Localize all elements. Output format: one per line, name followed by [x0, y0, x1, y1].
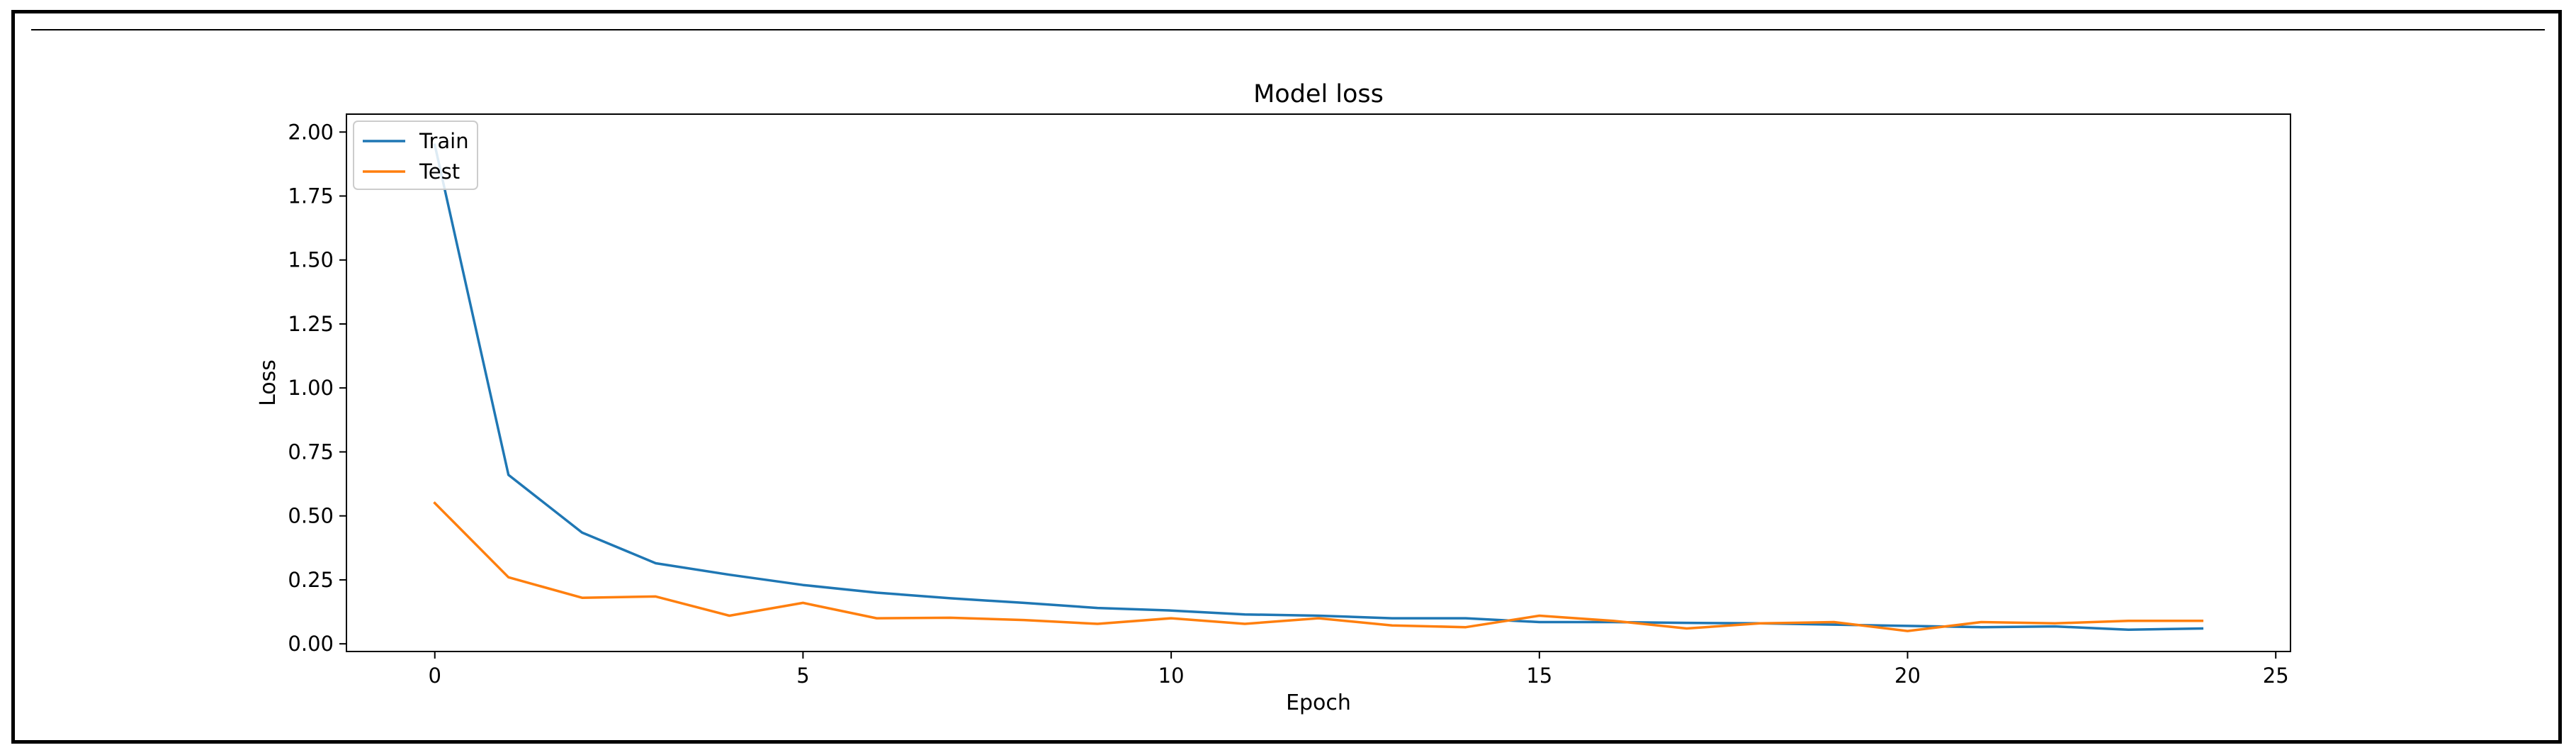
- y-tick-label: 0.00: [288, 632, 334, 656]
- x-tick-label: 15: [1526, 664, 1552, 688]
- series-line-test: [433, 501, 2204, 632]
- y-axis-label: Loss: [256, 359, 281, 406]
- plot-area: [433, 143, 2204, 632]
- y-tick-label: 1.00: [288, 376, 334, 400]
- x-tick-label: 5: [796, 664, 809, 688]
- ticks: 0 5 10 15 20 25 0.00 0.25 0.50 0.75 1.00 1.25 1.50 1.…: [288, 120, 2288, 688]
- axes-frame: [346, 113, 2291, 652]
- y-tick-label: 1.50: [288, 248, 334, 272]
- legend-label-train: Train: [419, 129, 469, 153]
- y-tick-label: 0.25: [288, 568, 334, 592]
- y-tick-label: 0.75: [288, 440, 334, 464]
- y-tick-label: 0.50: [288, 504, 334, 528]
- x-tick-label: 20: [1894, 664, 1921, 688]
- chart-title: Model loss: [1253, 80, 1384, 108]
- series-line-train: [433, 143, 2204, 632]
- x-axis-label: Epoch: [1286, 690, 1351, 715]
- x-tick-label: 0: [429, 664, 441, 688]
- y-tick-label: 2.00: [288, 120, 334, 144]
- y-tick-label: 1.25: [288, 312, 334, 336]
- top-divider: [31, 29, 2545, 30]
- legend: Train Test: [353, 121, 478, 190]
- x-tick-label: 25: [2263, 664, 2289, 688]
- legend-label-test: Test: [419, 160, 460, 184]
- x-tick-label: 10: [1158, 664, 1185, 688]
- y-tick-label: 1.75: [288, 184, 334, 208]
